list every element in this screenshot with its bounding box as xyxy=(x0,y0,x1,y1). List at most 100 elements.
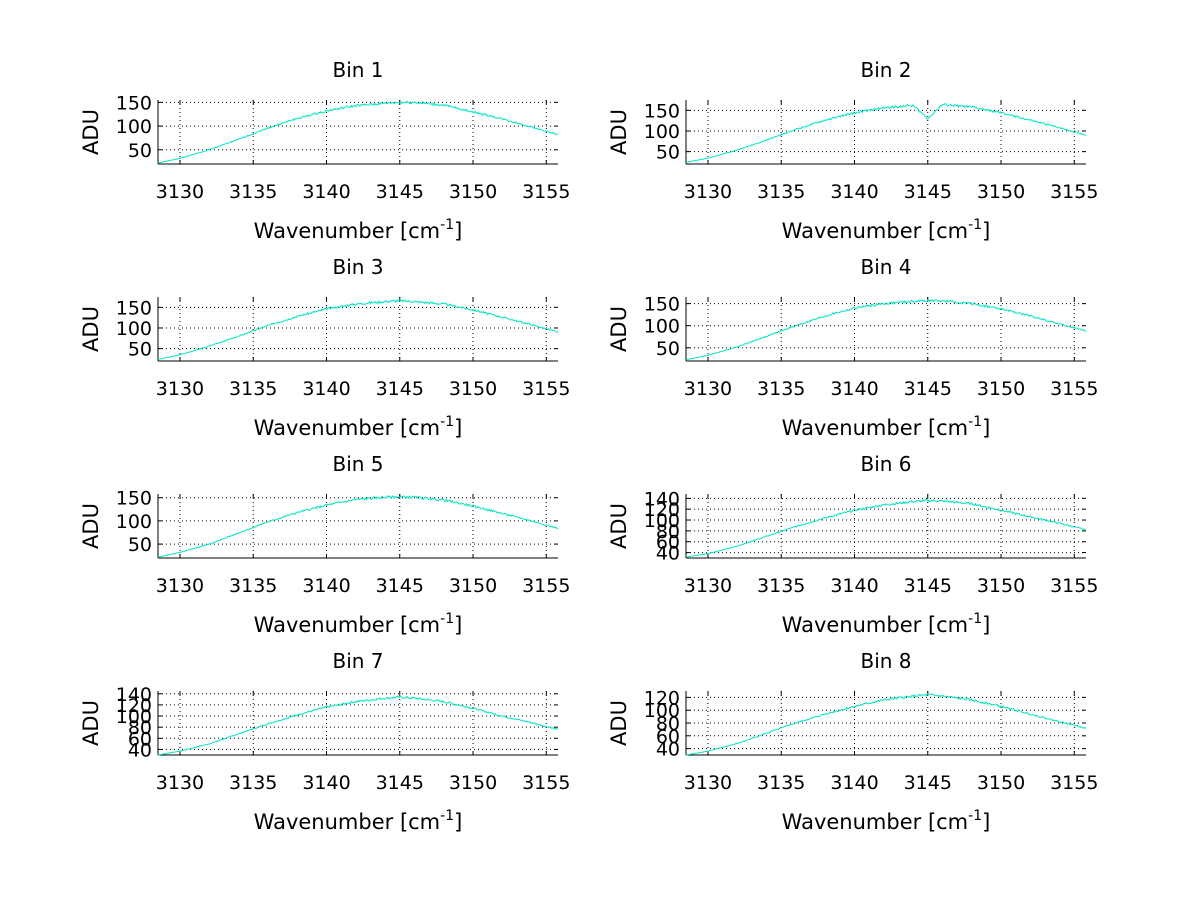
x-tick-label: 3140 xyxy=(830,378,878,400)
x-axis-label-superscript: -1 xyxy=(968,414,982,430)
spectrum-line xyxy=(685,498,1087,558)
y-tick-label: 40 xyxy=(128,739,152,761)
spectrum-line xyxy=(685,693,1087,756)
x-tick-label: 3135 xyxy=(229,772,277,794)
x-axis-label: Wavenumber [cm-1] xyxy=(254,217,463,243)
x-tick-label: 3155 xyxy=(1050,378,1098,400)
y-tick-label: 150 xyxy=(116,92,152,114)
x-tick-label: 3140 xyxy=(830,181,878,203)
x-tick-label: 3130 xyxy=(684,378,732,400)
y-tick-label: 50 xyxy=(656,142,680,164)
y-tick-label: 50 xyxy=(128,339,152,361)
x-axis-label-text: Wavenumber [cm xyxy=(782,613,968,637)
x-tick-label: 3135 xyxy=(757,181,805,203)
x-tick-label: 3145 xyxy=(904,378,952,400)
x-tick-label: 3155 xyxy=(522,575,570,597)
x-tick-label: 3140 xyxy=(830,575,878,597)
y-tick-label: 100 xyxy=(116,318,152,340)
x-tick-label: 3130 xyxy=(156,575,204,597)
y-tick-label: 60 xyxy=(656,532,680,554)
x-tick-label: 3150 xyxy=(977,181,1025,203)
subplot-title: Bin 2 xyxy=(860,58,911,82)
x-tick-label: 3145 xyxy=(376,772,424,794)
subplot-title: Bin 6 xyxy=(860,452,911,476)
y-tick-label: 50 xyxy=(128,140,152,162)
x-tick-label: 3140 xyxy=(830,772,878,794)
x-axis-label-superscript: -1 xyxy=(968,217,982,233)
x-tick-label: 3155 xyxy=(522,378,570,400)
x-axis-label-text: Wavenumber [cm xyxy=(782,219,968,243)
x-axis-label: Wavenumber [cm-1] xyxy=(254,414,463,440)
x-tick-label: 3140 xyxy=(302,378,350,400)
x-axis-label-suffix: ] xyxy=(982,219,990,243)
x-tick-label: 3145 xyxy=(904,181,952,203)
x-axis-label-suffix: ] xyxy=(454,810,462,834)
x-tick-label: 3130 xyxy=(156,378,204,400)
y-tick-label: 80 xyxy=(128,717,152,739)
y-axis-label: ADU xyxy=(607,306,631,352)
x-axis-label-superscript: -1 xyxy=(440,611,454,627)
x-tick-label: 3150 xyxy=(449,575,497,597)
y-tick-label: 140 xyxy=(116,684,152,706)
spectrum-line xyxy=(685,103,1087,163)
spectrum-line xyxy=(157,695,559,756)
x-axis-label-superscript: -1 xyxy=(968,611,982,627)
x-tick-label: 3140 xyxy=(302,181,350,203)
x-axis-label: Wavenumber [cm-1] xyxy=(782,611,991,637)
x-tick-label: 3155 xyxy=(522,772,570,794)
y-tick-label: 140 xyxy=(644,488,680,510)
x-tick-label: 3140 xyxy=(302,575,350,597)
subplot-title: Bin 7 xyxy=(332,649,383,673)
y-tick-label: 40 xyxy=(656,543,680,565)
y-axis-label: ADU xyxy=(79,503,103,549)
x-axis-label: Wavenumber [cm-1] xyxy=(254,808,463,834)
x-tick-label: 3150 xyxy=(977,772,1025,794)
x-axis-label: Wavenumber [cm-1] xyxy=(782,808,991,834)
x-axis-label: Wavenumber [cm-1] xyxy=(782,414,991,440)
x-tick-label: 3145 xyxy=(376,181,424,203)
subplot-title: Bin 5 xyxy=(332,452,383,476)
subplot-7: Bin 7 3130 3135 3140 3145 3150 3155 40608010012… xyxy=(79,649,570,834)
subplot-title: Bin 4 xyxy=(860,255,911,279)
subplot-title: Bin 3 xyxy=(332,255,383,279)
x-axis-label-text: Wavenumber [cm xyxy=(254,810,440,834)
y-tick-label: 150 xyxy=(116,488,152,510)
x-tick-label: 3130 xyxy=(684,181,732,203)
y-tick-label: 60 xyxy=(128,728,152,750)
subplot-title: Bin 1 xyxy=(332,58,383,82)
x-tick-label: 3150 xyxy=(977,378,1025,400)
x-axis-label-suffix: ] xyxy=(982,416,990,440)
x-axis-label-text: Wavenumber [cm xyxy=(254,219,440,243)
subplot-title: Bin 8 xyxy=(860,649,911,673)
y-axis-label: ADU xyxy=(607,700,631,746)
x-tick-label: 3135 xyxy=(757,575,805,597)
y-tick-label: 100 xyxy=(116,706,152,728)
x-tick-label: 3135 xyxy=(757,772,805,794)
x-tick-label: 3130 xyxy=(156,772,204,794)
y-axis-label: ADU xyxy=(79,306,103,352)
y-tick-label: 40 xyxy=(656,739,680,761)
y-tick-label: 80 xyxy=(656,521,680,543)
y-axis-label: ADU xyxy=(79,109,103,155)
x-tick-label: 3145 xyxy=(376,575,424,597)
x-tick-label: 3140 xyxy=(302,772,350,794)
x-tick-label: 3130 xyxy=(684,575,732,597)
x-axis-label-superscript: -1 xyxy=(440,808,454,824)
x-axis-label-superscript: -1 xyxy=(440,217,454,233)
x-axis-label-superscript: -1 xyxy=(968,808,982,824)
x-axis-label-superscript: -1 xyxy=(440,414,454,430)
x-axis-label-suffix: ] xyxy=(454,613,462,637)
x-tick-label: 3150 xyxy=(449,772,497,794)
x-axis-label: Wavenumber [cm-1] xyxy=(254,611,463,637)
x-tick-label: 3155 xyxy=(522,181,570,203)
x-axis-label-suffix: ] xyxy=(454,416,462,440)
y-tick-label: 80 xyxy=(656,713,680,735)
y-tick-label: 100 xyxy=(116,511,152,533)
x-tick-label: 3150 xyxy=(449,378,497,400)
